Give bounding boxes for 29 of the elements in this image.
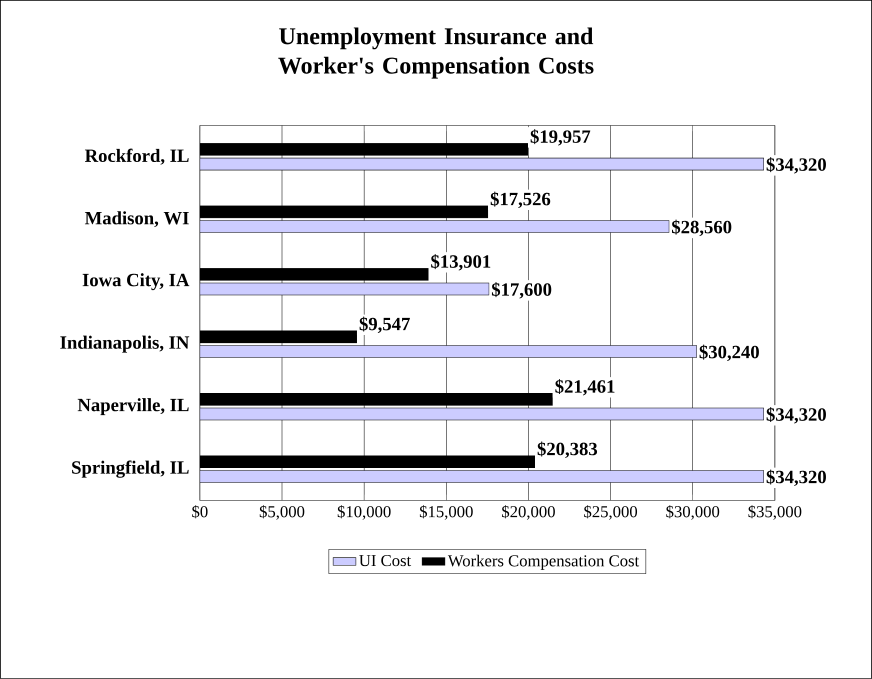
y-tick-label: Springfield, IL: [72, 460, 189, 478]
x-tick-label: $15,000: [420, 505, 473, 520]
y-tick-label: Iowa City, IA: [82, 273, 190, 290]
data-label: $13,901: [431, 254, 490, 271]
x-tick-label: $30,000: [666, 505, 720, 520]
data-label: $9,547: [360, 316, 410, 334]
data-label: $17,526: [490, 192, 550, 208]
x-tick-label: $35,000: [748, 505, 802, 520]
y-tick-label: Rockford, IL: [84, 148, 189, 165]
data-label: $34,320: [766, 470, 826, 486]
data-label: $19,957: [530, 129, 590, 146]
data-label: $30,240: [700, 344, 759, 362]
data-label: $34,320: [766, 407, 826, 424]
x-tick-label: $0: [192, 505, 208, 518]
y-tick-label: Naperville, IL: [78, 398, 189, 416]
y-tick-label: Madison, WI: [84, 211, 189, 228]
y-tick-label: Indianapolis, IN: [60, 336, 190, 353]
legend-label: UI Cost: [359, 555, 412, 566]
data-label: $20,383: [538, 442, 598, 458]
data-label: $34,320: [766, 157, 826, 174]
x-tick-label: $5,000: [260, 505, 304, 520]
chart-title: Unemployment Insurance and Worker's Compensation Costs: [278, 28, 594, 79]
data-label: $17,600: [492, 282, 552, 299]
data-label: $28,560: [672, 220, 732, 236]
x-tick-label: $25,000: [584, 505, 638, 520]
legend-label: Workers Compensation Cost: [448, 554, 640, 570]
x-tick-label: $10,000: [338, 505, 391, 520]
x-tick-label: $20,000: [502, 505, 555, 520]
data-label: $21,461: [555, 379, 614, 396]
